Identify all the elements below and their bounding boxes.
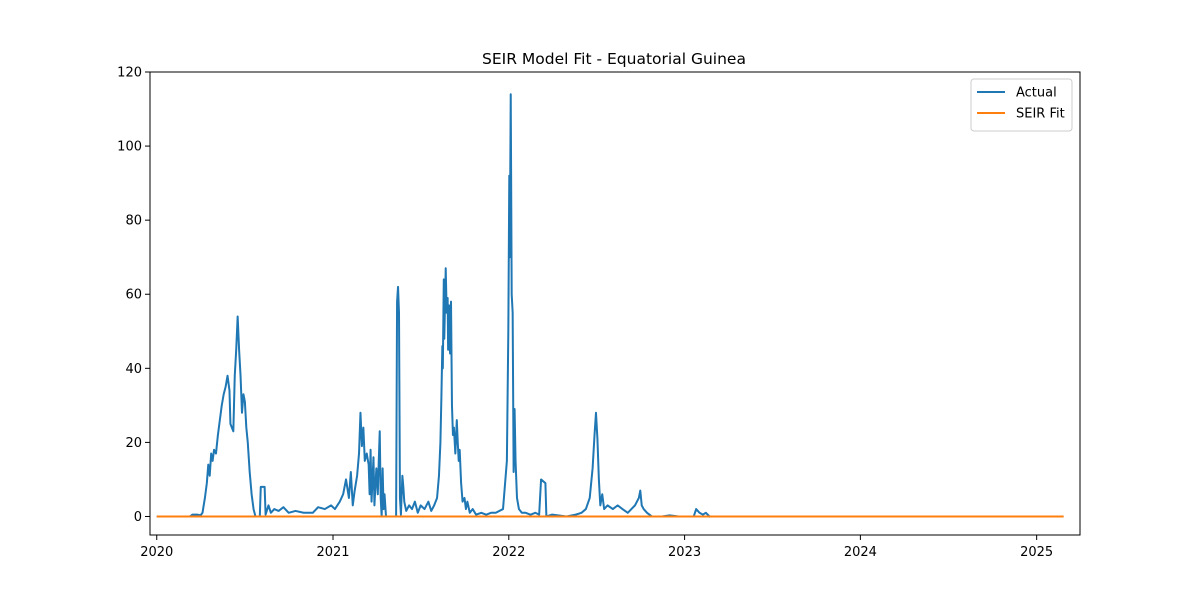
y-tick-label: 40	[125, 362, 142, 377]
y-tick-label: 60	[125, 288, 142, 303]
x-tick-label: 2023	[668, 545, 701, 560]
x-tick-label: 2025	[1020, 545, 1053, 560]
legend-label: SEIR Fit	[1016, 107, 1065, 122]
x-tick-label: 2024	[844, 545, 877, 560]
x-tick-label: 2020	[140, 545, 173, 560]
x-tick-label: 2021	[316, 545, 349, 560]
y-tick-label: 80	[125, 214, 142, 229]
y-tick-label: 20	[125, 436, 142, 451]
x-tick-label: 2022	[492, 545, 525, 560]
legend-label: Actual	[1016, 86, 1057, 101]
axes-frame	[149, 71, 1081, 536]
y-tick-label: 120	[117, 66, 142, 81]
chart-title: SEIR Model Fit - Equatorial Guinea	[482, 50, 746, 68]
legend: Actual SEIR Fit	[970, 78, 1073, 132]
y-tick-label: 0	[134, 510, 142, 525]
axes: 2020 2021 2022 2023 2024 2025 0 20 40 60 80 100 120	[117, 66, 1081, 560]
y-tick-label: 100	[117, 140, 142, 155]
plot-area	[156, 93, 1064, 518]
